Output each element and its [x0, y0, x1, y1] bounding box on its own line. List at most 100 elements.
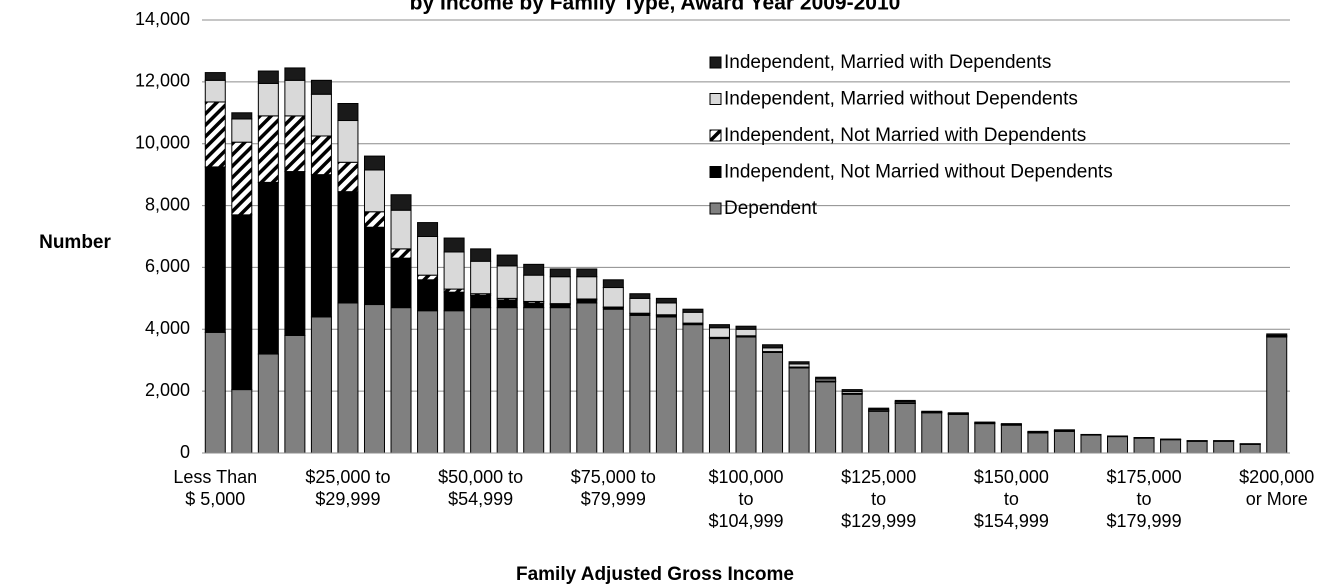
bar-segment — [337, 103, 359, 122]
bar-segment — [523, 307, 545, 454]
bar-segment — [337, 120, 359, 163]
bar-segment — [549, 268, 571, 278]
bar-segment — [576, 302, 598, 454]
bar-segment — [523, 274, 545, 302]
bar-segment — [602, 308, 624, 454]
bar-segment — [1213, 440, 1235, 454]
bar-segment — [257, 70, 279, 84]
bar-segment — [470, 248, 492, 262]
x-tick-label: $50,000 to $54,999 — [438, 467, 524, 509]
bar-segment — [443, 251, 465, 290]
bar-segment — [974, 421, 996, 424]
bar-segment — [390, 248, 412, 259]
bar-segment — [655, 302, 677, 316]
bar-segment — [655, 316, 677, 454]
bar-segment — [417, 279, 439, 312]
bar-segment — [1053, 430, 1075, 454]
bar-segment — [257, 353, 279, 454]
legend-label: Independent, Not Married without Depende… — [724, 162, 1113, 183]
bar-segment — [231, 141, 253, 216]
chart-title: by Income by Family Type, Award Year 200… — [410, 0, 901, 15]
bar-segment — [390, 209, 412, 250]
bar-segment — [682, 308, 704, 313]
bar-segment — [310, 79, 332, 95]
bar-segment — [496, 307, 518, 454]
bar-segment — [708, 324, 730, 329]
bar-segment — [708, 338, 730, 454]
bar-segment — [921, 412, 943, 454]
bar-segment — [363, 169, 385, 213]
legend-label: Independent, Married with Dependents — [724, 52, 1051, 73]
bar-segment — [1027, 432, 1049, 454]
bar-segment — [762, 344, 784, 349]
bar-segment — [1107, 436, 1129, 454]
bar-segment — [231, 118, 253, 143]
bar-segment — [576, 268, 598, 278]
bar-segment — [204, 72, 226, 81]
bar-segment — [549, 276, 571, 305]
x-tick-label: $200,000 or More — [1239, 467, 1315, 509]
bar-segment — [576, 276, 598, 300]
y-axis-title: Number — [39, 232, 111, 253]
bar-segment — [947, 412, 969, 414]
bar-segment — [496, 265, 518, 299]
bar-segment — [284, 79, 306, 117]
bar-segment — [337, 161, 359, 193]
bar-segment — [284, 334, 306, 454]
bar-segment — [310, 316, 332, 454]
bar-segment — [868, 407, 890, 410]
bar-segment — [841, 393, 863, 454]
bar-segment — [523, 302, 545, 309]
bar-segment — [284, 115, 306, 173]
bar-segment — [470, 260, 492, 295]
legend-label: Independent, Not Married with Dependents — [724, 125, 1086, 146]
bar-segment — [947, 413, 969, 454]
legend-swatch — [709, 129, 722, 142]
y-tick-label: 10,000 — [135, 132, 190, 152]
bar-segment — [310, 174, 332, 318]
bar-segment — [496, 299, 518, 309]
bar-segment — [363, 155, 385, 171]
bar-segment — [443, 291, 465, 312]
bar-segment — [682, 324, 704, 454]
x-tick-label: $100,000 to $104,999 — [708, 467, 784, 531]
bar-segment — [310, 93, 332, 137]
x-tick-label: Less Than $ 5,000 — [173, 467, 258, 509]
bar-segment — [974, 423, 996, 454]
bar-segment — [496, 254, 518, 267]
bar-segment — [788, 367, 810, 454]
bar-segment — [231, 112, 253, 120]
bar-segment — [257, 82, 279, 117]
bar-segment — [735, 328, 757, 337]
bar-segment — [815, 381, 837, 454]
y-tick-label: 0 — [180, 442, 190, 462]
bar-segment — [443, 237, 465, 253]
bar-segment — [602, 287, 624, 308]
x-tick-label: $175,000 to $179,999 — [1106, 467, 1182, 531]
bar-segment — [390, 307, 412, 454]
bar-segment — [417, 222, 439, 237]
bar-segment — [204, 79, 226, 103]
bar-segment — [1000, 424, 1022, 454]
bar-segment — [363, 304, 385, 454]
bar-segment — [629, 314, 651, 454]
bar-segment — [231, 214, 253, 391]
bar-segment — [310, 135, 332, 176]
bar-segment — [815, 376, 837, 380]
x-tick-label: $125,000 to $129,999 — [841, 467, 917, 531]
bar-segment — [921, 410, 943, 413]
bar-segment — [1000, 423, 1022, 425]
bar-segment — [257, 115, 279, 183]
bar-segment — [549, 307, 571, 454]
bar-segment — [894, 399, 916, 403]
bar-segment — [417, 310, 439, 454]
bar-segment — [602, 279, 624, 289]
bar-segment — [762, 347, 784, 353]
bar-segment — [443, 310, 465, 454]
bar-segment — [708, 327, 730, 338]
y-tick-label: 4,000 — [145, 318, 190, 338]
bar-segment — [1160, 439, 1182, 454]
bar-segment — [390, 257, 412, 309]
